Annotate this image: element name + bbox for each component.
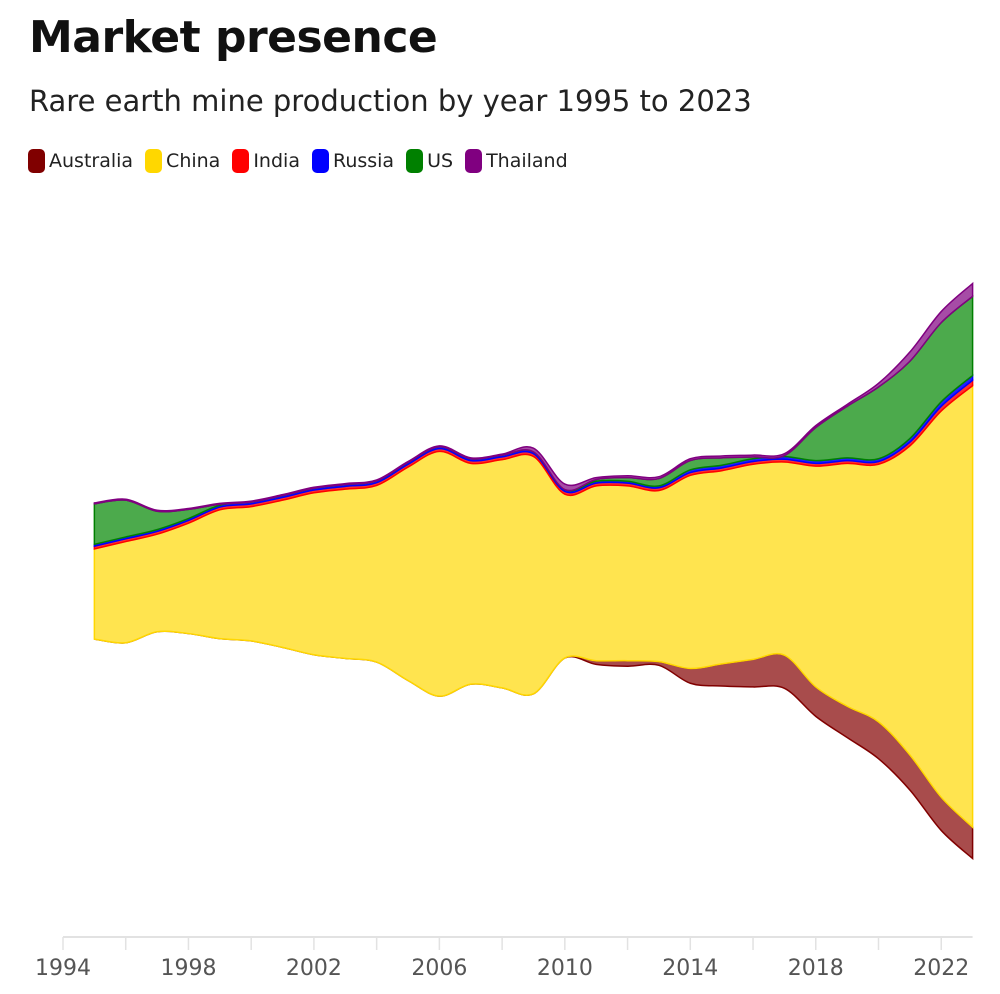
x-tick-label: 2010 [537,956,593,981]
legend-label: India [253,150,300,172]
legend-label: Thailand [486,150,568,172]
chart-subtitle: Rare earth mine production by year 1995 … [29,84,752,118]
area-thailand [93,281,974,513]
legend-item-us: US [406,149,453,173]
legend-label: Australia [49,150,134,172]
legend-item-australia: Australia [28,149,133,173]
legend-swatch [311,149,329,173]
x-tick-label: 2002 [286,956,342,981]
legend-label: Russia [332,150,395,172]
legend-swatch [406,149,424,173]
legend-swatch [232,149,250,173]
x-tick-label: 2006 [411,956,467,981]
legend-item-thailand: Thailand [465,149,568,173]
legend-item-china: China [145,149,220,173]
x-tick-label: 1994 [35,956,91,981]
x-tick-label: 2022 [913,956,969,981]
x-tick-label: 1998 [160,956,216,981]
legend: Australia China India Russia US Thailand [28,149,568,173]
legend-item-india: India [232,149,300,173]
legend-swatch [465,149,483,173]
legend-label: US [427,150,454,172]
legend-item-russia: Russia [311,149,395,173]
chart-title: Market presence [29,12,438,63]
x-tick-label: 2018 [788,956,844,981]
x-tick-label: 2014 [662,956,718,981]
legend-swatch [145,149,163,173]
legend-swatch [28,149,45,173]
legend-label: China [166,150,221,172]
